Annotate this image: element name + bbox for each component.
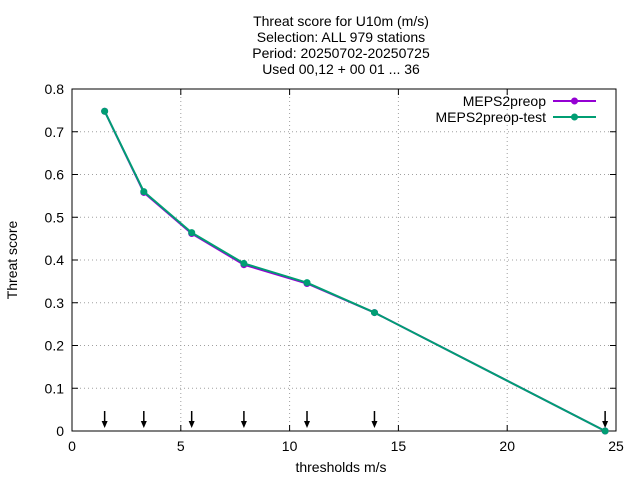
legend-label: MEPS2preop-test xyxy=(436,109,547,125)
chart-title: Threat score for U10m (m/s) Selection: A… xyxy=(252,13,430,77)
y-tick-label: 0.6 xyxy=(45,167,65,183)
data-point xyxy=(240,259,248,267)
y-tick-label: 0.3 xyxy=(45,295,65,311)
arrow-head xyxy=(188,421,195,428)
y-tick-label: 0 xyxy=(56,423,64,439)
arrow-head xyxy=(371,421,378,428)
x-tick-label: 20 xyxy=(499,438,515,454)
threshold-arrow-icon xyxy=(602,411,609,428)
tick-labels: 0 5 10 15 20 25 0 0.1 0.2 0.3 0.4 0.5 0.6 0.7 0.8 xyxy=(45,81,624,454)
series-line xyxy=(103,110,606,432)
series-line xyxy=(103,110,606,432)
data-point xyxy=(303,279,311,287)
plot-border xyxy=(71,88,617,432)
y-tick-label: 0.1 xyxy=(45,380,65,396)
threshold-arrow-icon xyxy=(304,411,311,428)
legend-swatch-marker xyxy=(571,97,578,105)
series-MEPS2preop-test xyxy=(101,107,609,435)
arrow-head xyxy=(304,421,311,428)
grid xyxy=(72,89,616,431)
y-tick-label: 0.5 xyxy=(45,209,65,225)
y-tick-label: 0.7 xyxy=(45,124,65,140)
data-point xyxy=(188,229,196,237)
x-tick-label: 5 xyxy=(177,438,185,454)
threshold-arrow-icon xyxy=(371,411,378,428)
title-line-4: Used 00,12 + 00 01 ... 36 xyxy=(262,61,420,77)
arrow-head xyxy=(602,421,609,428)
x-tick-label: 25 xyxy=(608,438,624,454)
arrow-head xyxy=(140,421,147,428)
y-tick-label: 0.2 xyxy=(45,338,65,354)
arrow-head xyxy=(101,421,108,428)
title-line-2: Selection: ALL 979 stations xyxy=(257,29,425,45)
data-point xyxy=(601,427,609,435)
threshold-arrow-icon xyxy=(140,411,147,428)
data-point xyxy=(101,107,109,115)
threshold-arrow-icon xyxy=(240,411,247,428)
title-line-3: Period: 20250702-20250725 xyxy=(252,45,430,61)
data-point xyxy=(370,309,378,317)
series-lines xyxy=(101,107,609,435)
threshold-arrow-icon xyxy=(188,411,195,428)
arrow-head xyxy=(240,421,247,428)
threshold-arrows xyxy=(101,411,609,428)
legend-label: MEPS2preop xyxy=(463,93,546,109)
axes xyxy=(71,88,617,432)
x-tick-label: 10 xyxy=(282,438,298,454)
y-tick-label: 0.8 xyxy=(45,81,65,97)
x-axis-label: thresholds m/s xyxy=(295,459,386,475)
y-axis-label: Threat score xyxy=(4,220,20,299)
x-tick-label: 0 xyxy=(68,438,76,454)
data-point xyxy=(140,188,148,196)
y-tick-label: 0.4 xyxy=(45,252,65,268)
threshold-arrow-icon xyxy=(101,411,108,428)
series-MEPS2preop xyxy=(101,107,609,435)
legend-swatch-marker xyxy=(571,113,578,121)
x-tick-label: 15 xyxy=(391,438,407,454)
title-line-1: Threat score for U10m (m/s) xyxy=(253,13,429,29)
